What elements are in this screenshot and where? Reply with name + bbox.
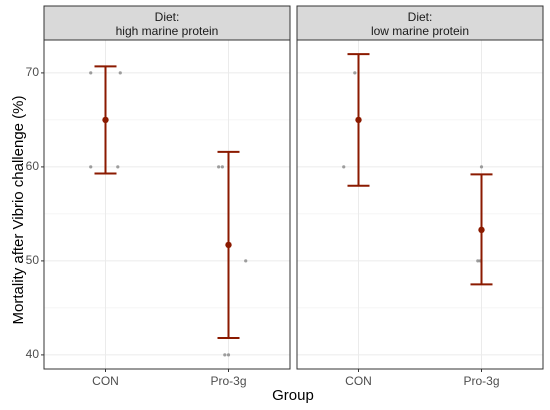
mean-point [478, 226, 485, 234]
observation-point [479, 165, 484, 169]
facet-panel-1: Diet:high marine protein CON Pro-3g [43, 5, 291, 388]
observation-point [116, 165, 120, 169]
y-axis: 40 50 60 70 [26, 65, 44, 361]
panel-background [44, 40, 290, 369]
group-pro-3g [217, 150, 248, 357]
observation-point [89, 165, 93, 169]
observation-point [342, 165, 346, 169]
panel-border [296, 39, 544, 370]
observation-point [118, 71, 122, 75]
group-con [89, 65, 122, 175]
observation-point [217, 165, 221, 169]
observation-point [223, 353, 227, 357]
x-tick-label: CON [345, 374, 372, 388]
facet-panel-2: Diet:low marine protein CON Pro-3g [296, 5, 544, 388]
observation-point [353, 71, 357, 75]
group-pro-3g [470, 165, 493, 286]
mean-point [355, 116, 362, 124]
y-tick-label: 50 [26, 253, 40, 267]
x-tick-label: CON [92, 374, 119, 388]
facet-strip-line1: Diet: [155, 10, 180, 24]
facet-strip-line2: high marine protein [116, 24, 219, 38]
facet-strip [296, 5, 544, 41]
observation-point [244, 259, 248, 263]
observation-point [476, 259, 480, 263]
facet-strip [43, 5, 291, 41]
facet-strip-line2: low marine protein [371, 24, 469, 38]
x-tick-label: Pro-3g [210, 374, 246, 388]
observation-point [226, 353, 231, 357]
y-tick-label: 40 [26, 347, 40, 361]
mean-point [102, 116, 109, 124]
panel-background [297, 40, 543, 369]
panel-border [43, 39, 291, 370]
x-axis-title: Group [272, 387, 314, 404]
y-tick-label: 70 [26, 65, 40, 79]
x-tick-label: Pro-3g [463, 374, 499, 388]
facet-strip-line1: Diet: [408, 10, 433, 24]
observation-point [89, 71, 93, 75]
y-axis-title-group: Mortality after Vibrio challenge (%) [10, 96, 27, 325]
y-tick-label: 60 [26, 159, 40, 173]
group-con [342, 53, 370, 187]
y-axis-title: Mortality after Vibrio challenge (%) [10, 96, 27, 325]
mean-point [225, 241, 232, 249]
observation-point [220, 165, 224, 169]
